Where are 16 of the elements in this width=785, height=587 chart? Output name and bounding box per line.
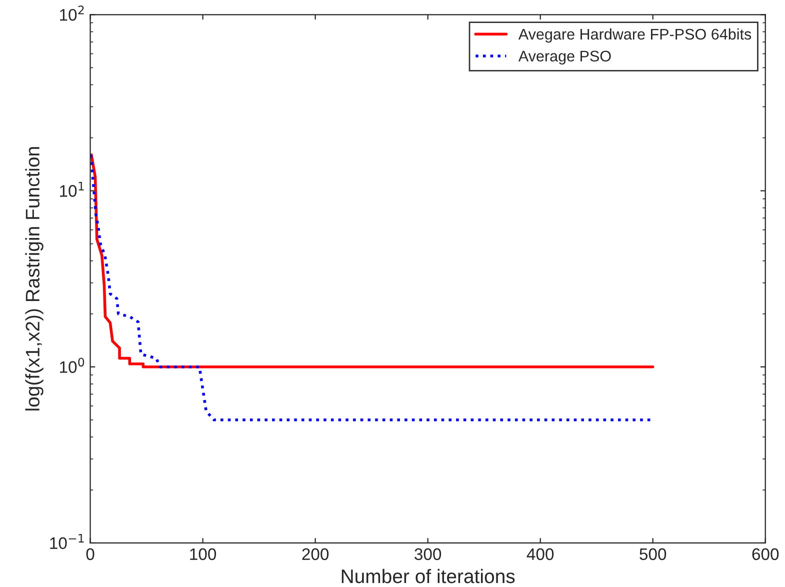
y-tick-label: 10$^{2}$: [60, 6, 84, 21]
line-series: [90, 153, 654, 368]
legend-label: Average PSO: [518, 50, 611, 65]
y-axis-title: log(f(x1,x2)) Rastrigin Function: [25, 147, 44, 410]
x-tick-label: 600: [752, 548, 779, 560]
x-tick-label: 300: [414, 548, 442, 560]
x-axis-title: Number of iterations: [342, 568, 515, 584]
y-tick-label: 10$^{1}$: [60, 182, 84, 197]
x-tick-label: 500: [640, 548, 666, 560]
x-tick-label: 100: [190, 548, 216, 560]
y-tick-label: 10$^{−1}$: [50, 534, 84, 550]
x-tick-label: 200: [302, 548, 329, 560]
x-tick-label: 400: [526, 548, 554, 560]
y-tick-label: 10$^{0}$: [60, 358, 84, 373]
legend-label: Avegare Hardware FP-PSO 64bits: [518, 28, 752, 43]
x-tick-label: 0: [86, 548, 94, 560]
